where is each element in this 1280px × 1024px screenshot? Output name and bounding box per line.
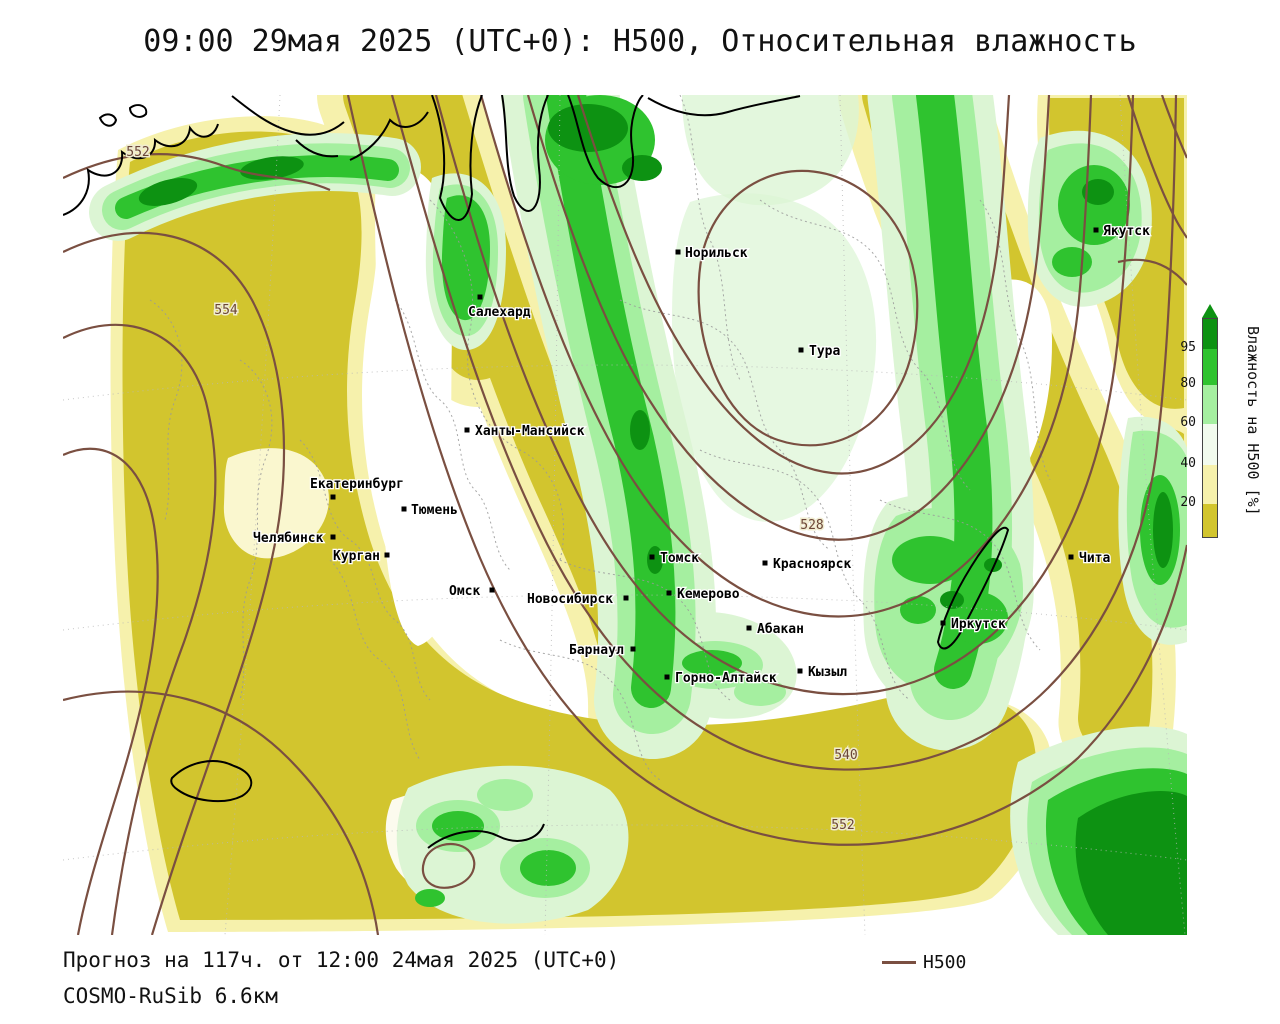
admin-borders-layer: [149, 95, 1051, 781]
city-label: Барнаул: [569, 643, 624, 658]
city-marker: [762, 560, 768, 566]
city-label: Салехард: [468, 305, 531, 320]
city-marker: [675, 249, 681, 255]
city-label: Кызыл: [808, 665, 847, 680]
city-marker: [664, 674, 670, 680]
city-marker: [330, 494, 336, 500]
contour-value-label: 540: [834, 748, 857, 763]
contour-value-label: 528: [800, 518, 823, 533]
legend-tick-label: 20: [1180, 495, 1196, 510]
legend-ticks: 95 80 60 40 20: [1162, 318, 1196, 538]
city-marker: [464, 427, 470, 433]
legend-colorbar: [1202, 318, 1218, 538]
city-label: Абакан: [757, 622, 804, 637]
h500-line-legend: H500: [882, 952, 966, 973]
forecast-info-text: Прогноз на 117ч. от 12:00 24мая 2025 (UT…: [63, 948, 620, 972]
city-marker: [623, 595, 629, 601]
city-label: Тура: [809, 344, 840, 359]
city-label: Томск: [660, 551, 699, 566]
legend-colorbar-tip: [1202, 304, 1218, 318]
legend-color-segment: [1203, 319, 1217, 349]
city-label: Иркутск: [951, 617, 1006, 632]
city-label: Новосибирск: [527, 592, 613, 607]
city-label: Горно-Алтайск: [675, 671, 777, 686]
city-marker: [666, 590, 672, 596]
humidity-fill-max-layer: [138, 104, 1187, 935]
city-label: Челябинск: [253, 531, 324, 546]
city-marker: [1068, 554, 1074, 560]
contour-value-label: 552: [126, 145, 149, 160]
city-marker: [797, 668, 803, 674]
graticule-layer: [63, 95, 1187, 935]
legend-title: Влажность на H500 [%]: [1244, 326, 1262, 516]
legend-color-segment: [1203, 504, 1217, 537]
contour-labels-layer: 552 554 528 540 552: [125, 144, 859, 835]
city-marker: [940, 620, 946, 626]
city-marker: [477, 294, 483, 300]
legend-tick-label: 60: [1180, 415, 1196, 430]
city-marker: [746, 625, 752, 631]
city-marker: [630, 646, 636, 652]
legend-tick-label: 95: [1180, 340, 1196, 355]
cities-layer: Норильск Салехард Тура Якутск Ханты-Мансийск…: [252, 223, 1152, 688]
city-label: Тюмень: [411, 503, 458, 518]
contour-value-label: 554: [214, 303, 238, 318]
city-marker: [384, 552, 390, 558]
legend-color-segment: [1203, 385, 1217, 424]
city-label: Норильск: [685, 246, 748, 261]
city-marker: [489, 587, 495, 593]
h500-contour-layer: [63, 95, 1187, 935]
city-label: Чита: [1079, 551, 1110, 566]
city-label: Красноярск: [773, 557, 851, 572]
page-title: 09:00 29мая 2025 (UTC+0): H500, Относите…: [143, 24, 1137, 59]
city-marker: [798, 347, 804, 353]
city-marker: [401, 506, 407, 512]
city-label: Кемерово: [677, 587, 740, 602]
legend-tick-label: 80: [1180, 376, 1196, 391]
legend-color-segment: [1203, 424, 1217, 465]
city-marker: [1093, 227, 1099, 233]
city-marker: [330, 534, 336, 540]
city-label: Екатеринбург: [310, 477, 404, 492]
legend-color-segment: [1203, 465, 1217, 504]
city-label: Якутск: [1103, 224, 1150, 239]
city-label: Омск: [449, 584, 480, 599]
model-info-text: COSMO-RuSib 6.6км: [63, 984, 278, 1008]
city-marker: [649, 554, 655, 560]
h500-line-swatch: [882, 961, 916, 964]
city-label: Курган: [333, 549, 380, 564]
legend-tick-label: 40: [1180, 456, 1196, 471]
h500-line-label: H500: [923, 952, 967, 973]
legend-color-segment: [1203, 349, 1217, 385]
coastline-layer: [63, 95, 1010, 849]
contour-value-label: 552: [831, 818, 854, 833]
city-label: Ханты-Мансийск: [475, 424, 585, 439]
